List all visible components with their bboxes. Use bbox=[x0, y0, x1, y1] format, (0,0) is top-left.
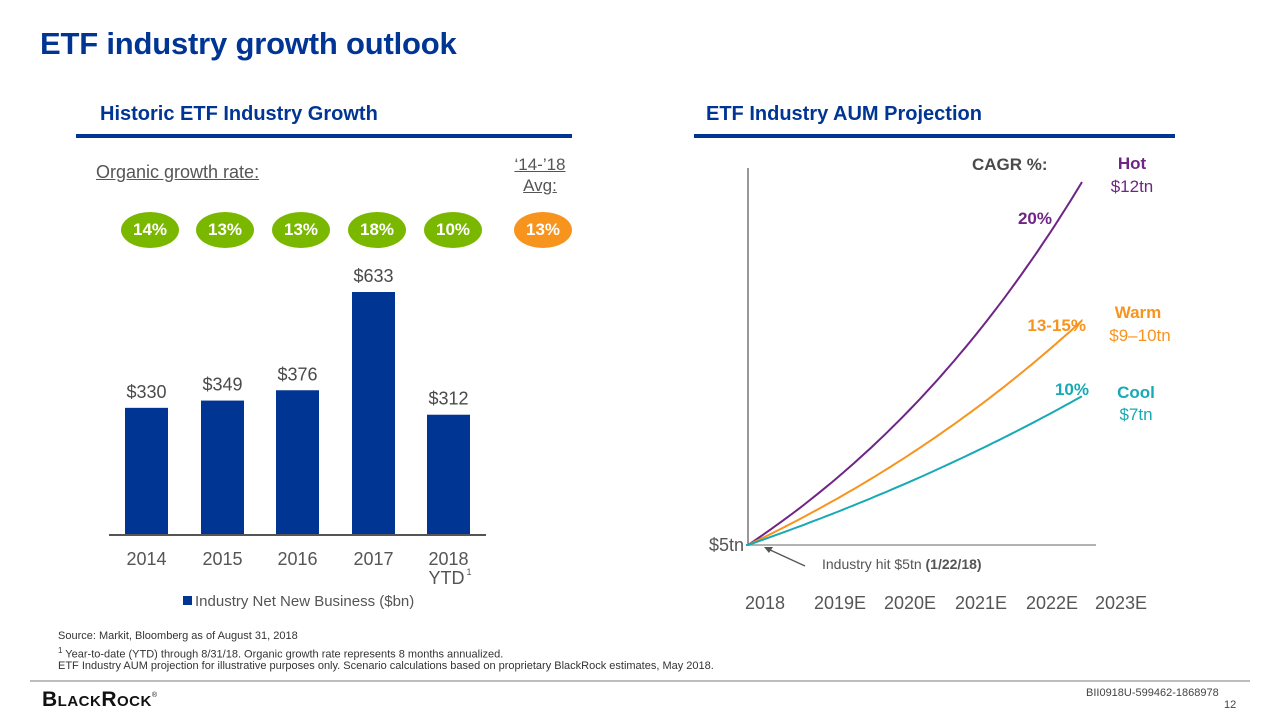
line-x-tick-label: 2022E bbox=[1026, 593, 1078, 613]
logo-text: BlackRock bbox=[42, 688, 152, 711]
cagr-label: CAGR %: bbox=[972, 155, 1048, 174]
growth-rate-value: 13% bbox=[283, 220, 319, 239]
annotation-arrow bbox=[767, 548, 806, 567]
series-cagr-label: 10% bbox=[1055, 380, 1089, 399]
line-x-tick-label: 2023E bbox=[1095, 593, 1147, 613]
series-end-value-label: $12tn bbox=[1111, 177, 1154, 196]
line-x-tick-label: 2020E bbox=[884, 593, 936, 613]
right-section-rule bbox=[694, 134, 1175, 138]
bar-x-tick-label: 2016 bbox=[277, 549, 317, 569]
growth-rate-pill: 13% bbox=[272, 212, 330, 248]
footnote-superscript: 1 bbox=[467, 567, 472, 577]
organic-growth-label: Organic growth rate: bbox=[96, 162, 260, 182]
bar bbox=[125, 407, 168, 534]
growth-rate-pill: 18% bbox=[348, 212, 406, 248]
bar bbox=[427, 414, 470, 534]
source-footnote: Source: Markit, Bloomberg as of August 3… bbox=[58, 630, 298, 642]
annotation-date: (1/22/18) bbox=[926, 556, 982, 572]
bar-x-tick-label: 2015 bbox=[202, 549, 242, 569]
avg-growth-rate-pill: 13% bbox=[514, 212, 572, 248]
footnote-1: 1 Year-to-date (YTD) through 8/31/18. Or… bbox=[58, 644, 503, 662]
series-line-cool bbox=[746, 395, 1083, 546]
line-x-tick-label: 2018 bbox=[745, 593, 785, 613]
y-tick-label: $5tn bbox=[709, 535, 744, 555]
growth-rate-value: 18% bbox=[359, 220, 395, 239]
bar-data-label: $633 bbox=[353, 266, 393, 286]
series-name-label: Hot bbox=[1118, 154, 1147, 173]
page-title: ETF industry growth outlook bbox=[40, 26, 457, 61]
bar-data-label: $312 bbox=[428, 389, 468, 409]
bar-x-tick-label: 2017 bbox=[353, 549, 393, 569]
annotation-text: Industry hit $5tn (1/22/18) bbox=[822, 556, 982, 572]
series-cagr-label: 13-15% bbox=[1027, 316, 1086, 335]
growth-rate-value: 13% bbox=[207, 220, 243, 239]
growth-rate-pill: 14% bbox=[121, 212, 179, 248]
bar bbox=[352, 292, 395, 534]
left-section-rule bbox=[76, 134, 572, 138]
annotation-label: Industry hit $5tn bbox=[822, 556, 922, 572]
bar-x-tick-label: 2014 bbox=[126, 549, 166, 569]
bar-data-label: $376 bbox=[277, 364, 317, 384]
footer-divider bbox=[30, 680, 1250, 682]
legend-swatch bbox=[183, 596, 192, 605]
bar-data-label: $330 bbox=[126, 382, 166, 402]
series-end-value-label: $9–10tn bbox=[1109, 326, 1170, 345]
avg-label: ‘14-’18 Avg: bbox=[500, 154, 580, 196]
series-end-value-label: $7tn bbox=[1119, 405, 1152, 424]
blackrock-logo: BlackRock® bbox=[42, 688, 158, 712]
legend-label: Industry Net New Business ($bn) bbox=[195, 593, 414, 610]
series-cagr-label: 20% bbox=[1018, 209, 1052, 228]
bar-x-tick-sublabel: YTD bbox=[429, 568, 465, 588]
bar bbox=[201, 400, 244, 534]
series-name-label: Warm bbox=[1115, 303, 1162, 322]
bar-data-label: $349 bbox=[202, 375, 242, 395]
document-id: BII0918U-599462-1868978 bbox=[1086, 687, 1219, 699]
logo-mark: ® bbox=[151, 692, 158, 699]
series-line-warm bbox=[746, 319, 1083, 546]
growth-rate-value: 14% bbox=[132, 220, 168, 239]
annotation-arrowhead bbox=[764, 547, 773, 553]
bar-chart: $330 $349 $376 $633 $312 2014 2015 2016 2017 201… bbox=[109, 266, 486, 610]
footnote-2: ETF Industry AUM projection for illustra… bbox=[58, 660, 714, 672]
footnote-1-text: Year-to-date (YTD) through 8/31/18. Orga… bbox=[62, 648, 504, 661]
left-section-title: Historic ETF Industry Growth bbox=[100, 103, 378, 125]
avg-label-years: ‘14-’18 bbox=[514, 155, 566, 174]
line-chart: $5tn 2018 2019E 2020E 2021E 2022E 2023E CAGR … bbox=[709, 154, 1171, 613]
series-line-hot bbox=[746, 181, 1083, 546]
growth-rate-pill: 10% bbox=[424, 212, 482, 248]
footnote-marker: 1 bbox=[58, 646, 63, 655]
line-x-tick-label: 2019E bbox=[814, 593, 866, 613]
line-x-tick-label: 2021E bbox=[955, 593, 1007, 613]
growth-rate-value: 10% bbox=[435, 220, 471, 239]
right-section-title: ETF Industry AUM Projection bbox=[706, 103, 982, 125]
avg-label-text: Avg: bbox=[523, 176, 557, 195]
avg-growth-rate-value: 13% bbox=[525, 220, 561, 239]
series-name-label: Cool bbox=[1117, 383, 1155, 402]
bar bbox=[276, 390, 319, 534]
growth-rate-pill: 13% bbox=[196, 212, 254, 248]
bar-x-tick-label: 2018 bbox=[428, 549, 468, 569]
page-number: 12 bbox=[1224, 699, 1237, 711]
